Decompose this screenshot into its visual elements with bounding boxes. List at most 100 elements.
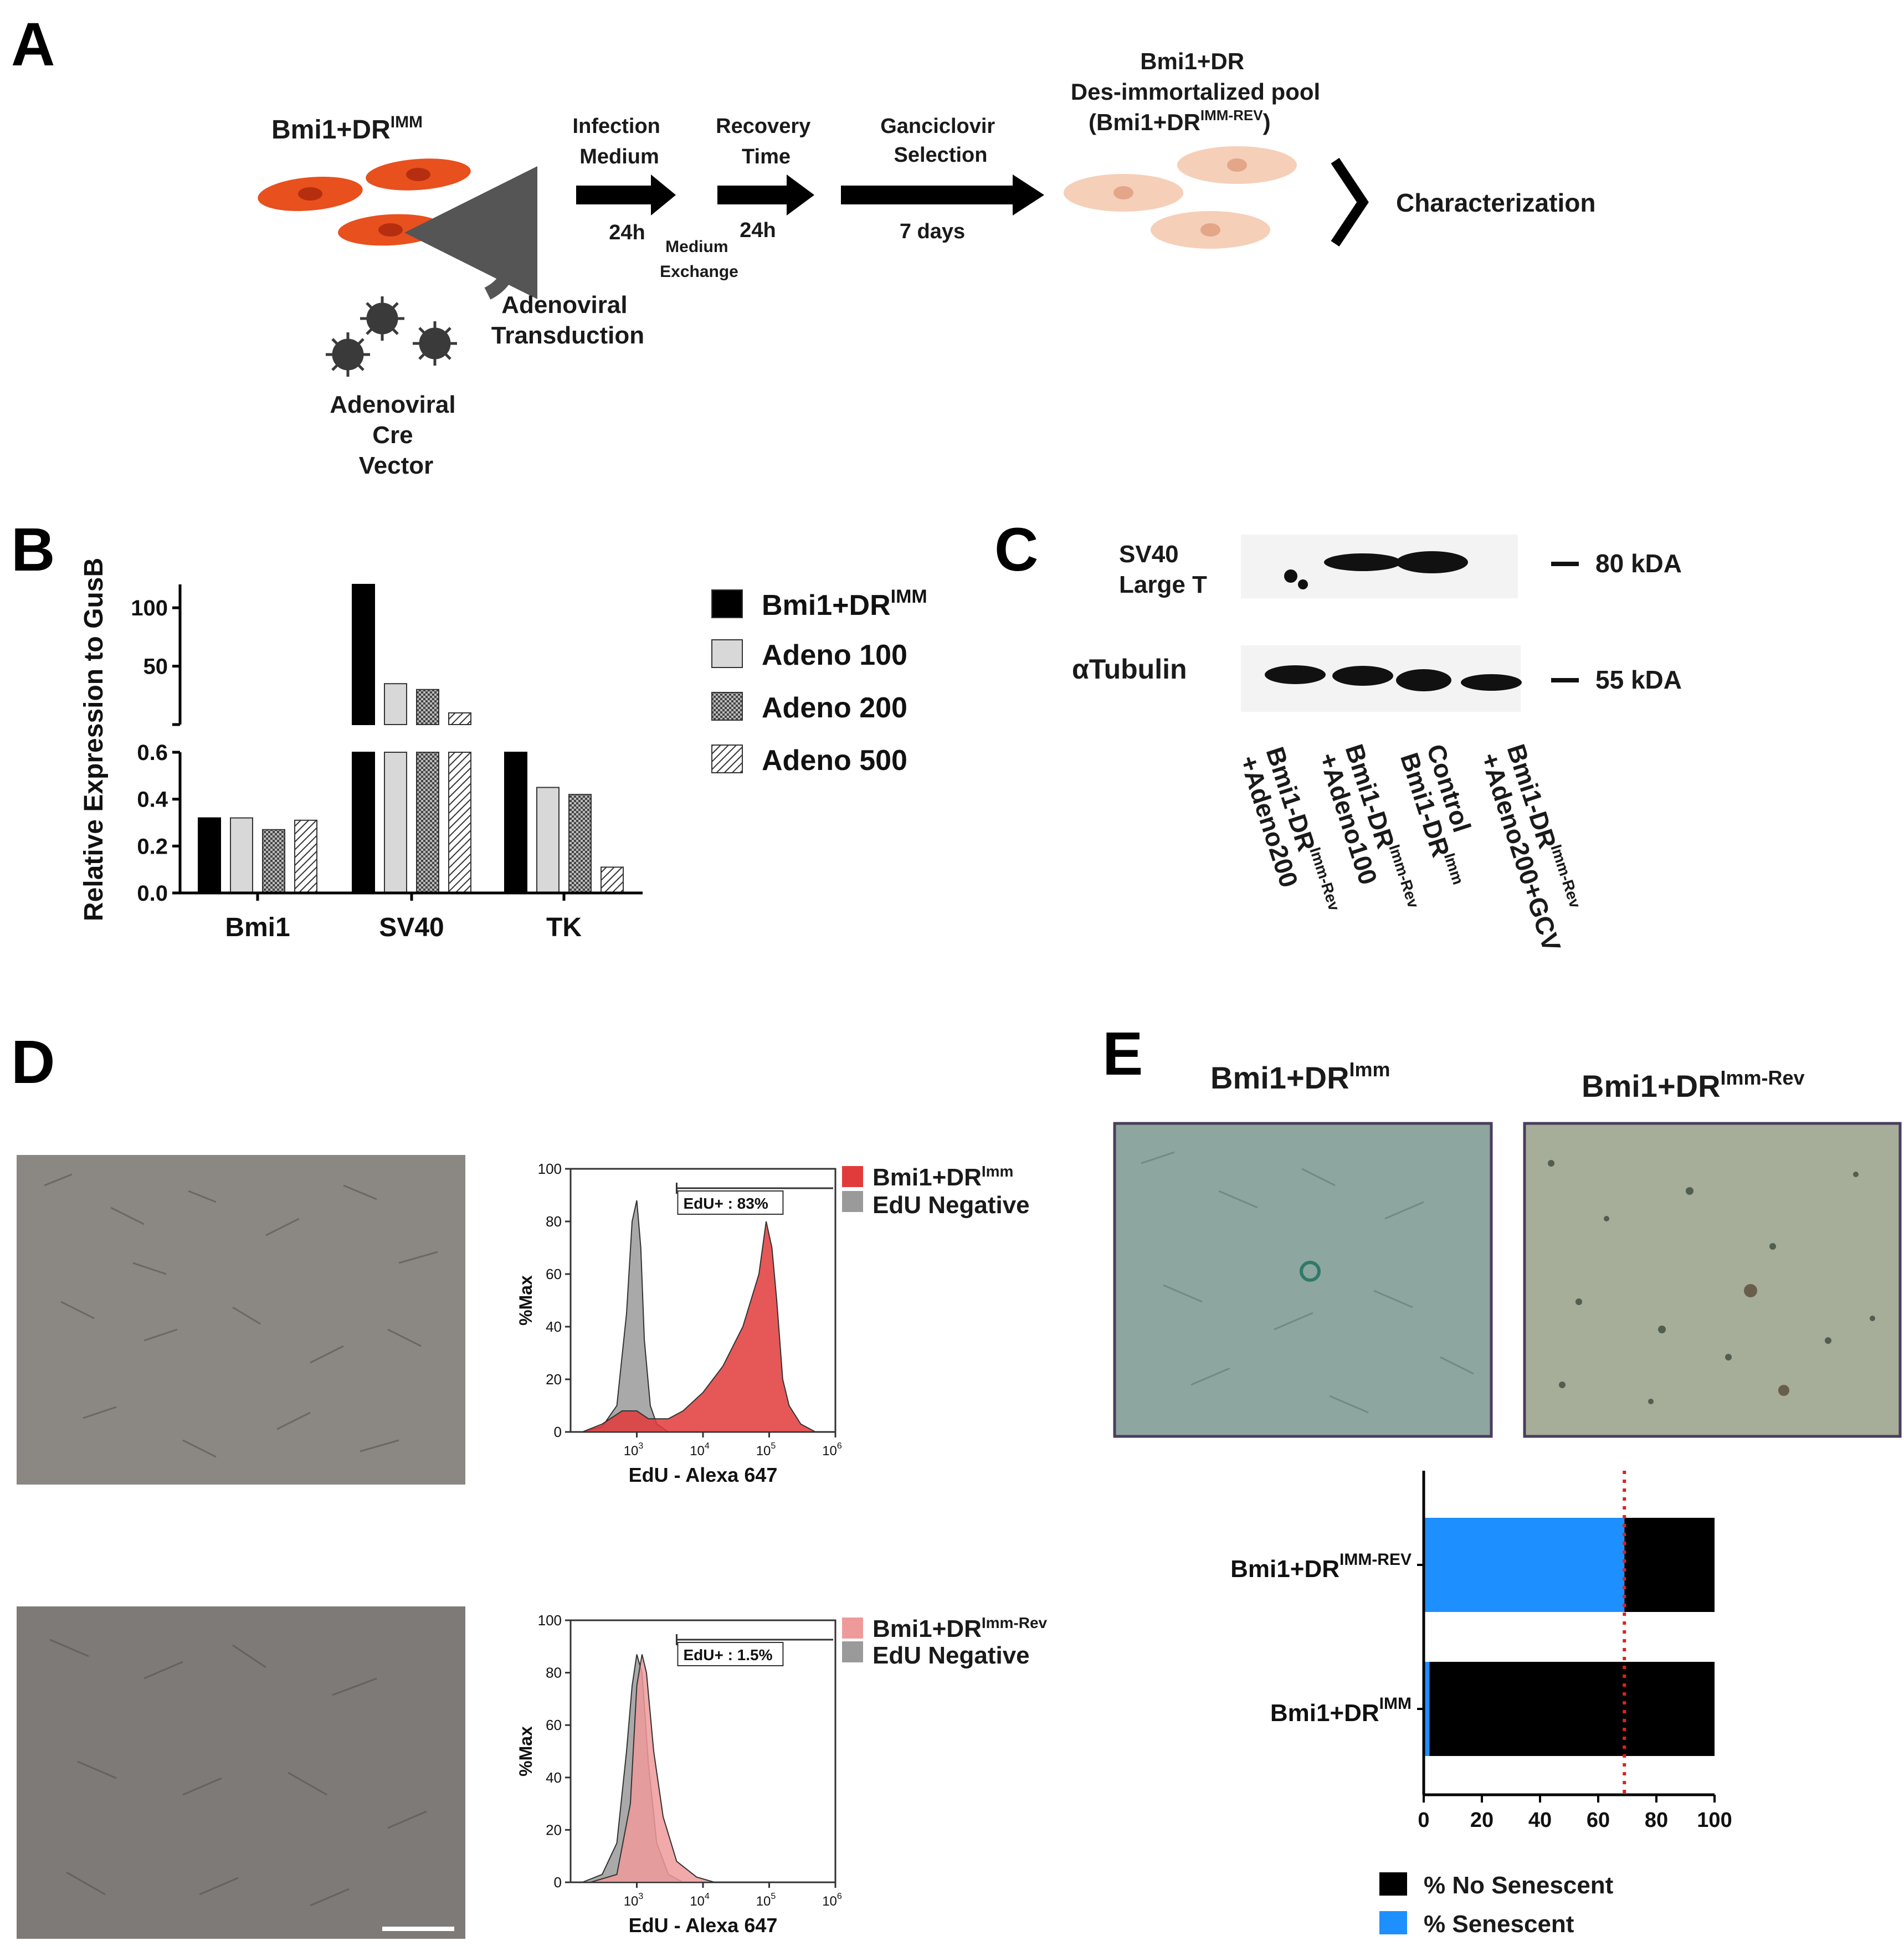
legend-swatch-edu-neg-top xyxy=(842,1191,863,1212)
panel-label-c: C xyxy=(994,516,1038,584)
x-tick-exp: 4 xyxy=(705,1892,710,1901)
legend-label: Adeno 200 xyxy=(762,692,907,724)
x-tick-exp: 4 xyxy=(705,1441,710,1451)
y-tick-label: 0 xyxy=(554,1874,562,1891)
bar xyxy=(294,819,317,894)
x-tick-exp: 5 xyxy=(771,1441,776,1451)
legend-swatch-edu-neg-bottom xyxy=(842,1641,863,1662)
x-tick-label: Bmi1 xyxy=(225,913,290,942)
legend-edu-pos-bottom: Bmi1+DRImm-Rev xyxy=(873,1614,1048,1642)
stain-image-imm-texture xyxy=(1141,1151,1474,1414)
marker-55: 55 kDA xyxy=(1595,665,1682,694)
bar xyxy=(262,829,285,894)
legend-edu-neg-top: EdU Negative xyxy=(873,1192,1030,1219)
step3-label: Ganciclovir Selection xyxy=(880,115,1001,167)
y-tick-label: 100 xyxy=(538,1612,562,1629)
stain-image-imm xyxy=(1113,1122,1493,1438)
pool-title: Bmi1+DR Des-immortalized pool xyxy=(1071,48,1320,105)
immortal-cells xyxy=(258,158,471,246)
step3-time: 7 days xyxy=(900,220,965,243)
category-sup: IMM xyxy=(1379,1695,1412,1713)
chevron-right-icon xyxy=(1331,158,1369,247)
gate-label: EdU+ : 1.5% xyxy=(683,1646,772,1663)
x-tick-label: 105 xyxy=(756,1892,776,1909)
y-tick-label: 60 xyxy=(546,1266,562,1282)
micrograph-imm-texture xyxy=(44,1173,438,1458)
step1-label: Infection Medium xyxy=(573,115,666,168)
bar xyxy=(504,752,527,894)
x-tick-label: 106 xyxy=(822,1441,842,1459)
x-axis-label: EdU - Alexa 647 xyxy=(629,1464,778,1486)
bar-upper xyxy=(384,683,407,726)
x-tick-exp: 6 xyxy=(837,1441,842,1451)
y-tick-label: 0 xyxy=(554,1424,562,1440)
stain-image-imm-rev-texture xyxy=(1548,1160,1875,1404)
legend-swatch-no-senescent xyxy=(1379,1872,1407,1896)
y-tick-label: 0.2 xyxy=(137,834,168,859)
step2-time: 24h xyxy=(740,219,776,242)
micrograph-imm-rev xyxy=(17,1606,465,1939)
pool-subtitle: (Bmi1+DRIMM-REV) xyxy=(1089,107,1271,135)
x-tick-label: 103 xyxy=(624,1892,644,1909)
y-tick-label: 0.4 xyxy=(137,788,168,812)
step2-label: Recovery Time xyxy=(716,115,817,168)
medium-exchange-label: Medium Exchange xyxy=(660,238,738,281)
micrograph-imm-rev-texture xyxy=(49,1639,427,1907)
legend-label: Adeno 100 xyxy=(762,639,907,671)
bar-no-senescent xyxy=(1429,1662,1715,1756)
x-tick-label: SV40 xyxy=(379,913,444,942)
histogram-edu-positive xyxy=(590,1654,715,1883)
gate-label: EdU+ : 83% xyxy=(683,1195,768,1212)
bar-lower xyxy=(416,752,439,894)
bar xyxy=(601,866,624,894)
expression-bar-chart: Bmi1 SV40 TK 0.0 0.2 0.4 0.6 50 100 Relative Expr… xyxy=(79,558,927,942)
x-tick-exp: 3 xyxy=(638,1441,643,1451)
y-axis-label: Relative Expression to GusB xyxy=(79,558,109,921)
x-tick-label: 104 xyxy=(690,1441,710,1459)
lane-label-4: Bmi1-DRImm-Rev+Adeno200+GCV xyxy=(1475,740,1594,955)
step3-arrow-icon xyxy=(841,174,1044,215)
y-tick-label: 50 xyxy=(143,655,168,679)
bar-lower xyxy=(384,752,407,894)
y-tick-label: 20 xyxy=(546,1371,562,1388)
bar xyxy=(568,794,592,894)
x-tick-exp: 3 xyxy=(638,1892,643,1901)
legend-sup: IMM xyxy=(891,586,927,607)
legend-swatch xyxy=(711,589,743,618)
category-sup: IMM-REV xyxy=(1340,1550,1412,1569)
panel-label-e: E xyxy=(1102,1020,1143,1088)
x-tick-label: 106 xyxy=(822,1892,842,1909)
legend-swatch xyxy=(711,692,743,721)
bar-senescent xyxy=(1424,1662,1430,1756)
y-tick-label: 40 xyxy=(546,1318,562,1335)
y-tick-label: 0.6 xyxy=(137,741,168,765)
y-tick-label: 80 xyxy=(546,1665,562,1681)
legend-swatch-edu-pos-top xyxy=(842,1166,863,1187)
gate-box xyxy=(677,1642,784,1666)
panel-label-d: D xyxy=(11,1028,55,1096)
transduction-label: Adenoviral Transduction xyxy=(491,291,644,349)
panel-label-b: B xyxy=(11,516,55,584)
vector-label: Adenoviral Cre Vector xyxy=(330,391,463,479)
image-title-imm: Bmi1+DRImm xyxy=(1210,1058,1390,1095)
step2-arrow-icon xyxy=(717,174,814,215)
legend-label: Adeno 500 xyxy=(762,744,907,777)
marker-80: 80 kDA xyxy=(1595,549,1682,578)
blot-tubulin-bands xyxy=(1265,665,1522,691)
step1-time: 24h xyxy=(609,221,645,244)
y-tick-label: 100 xyxy=(538,1161,562,1177)
blot-label-tubulin: αTubulin xyxy=(1072,654,1187,685)
y-axis-label: %Max xyxy=(516,1726,536,1776)
x-tick-label: 80 xyxy=(1645,1809,1668,1832)
x-tick-label: 103 xyxy=(624,1441,644,1459)
x-tick-label: 105 xyxy=(756,1441,776,1459)
legend-edu-neg-bottom: EdU Negative xyxy=(873,1642,1030,1669)
bar xyxy=(198,817,221,894)
characterization-label: Characterization xyxy=(1396,188,1595,217)
x-tick-label: 0 xyxy=(1418,1809,1429,1832)
blot-sv40-bands xyxy=(1284,551,1468,589)
bar-no-senescent xyxy=(1624,1518,1715,1612)
x-tick-label: TK xyxy=(546,913,582,942)
x-tick-label: 104 xyxy=(690,1892,710,1909)
